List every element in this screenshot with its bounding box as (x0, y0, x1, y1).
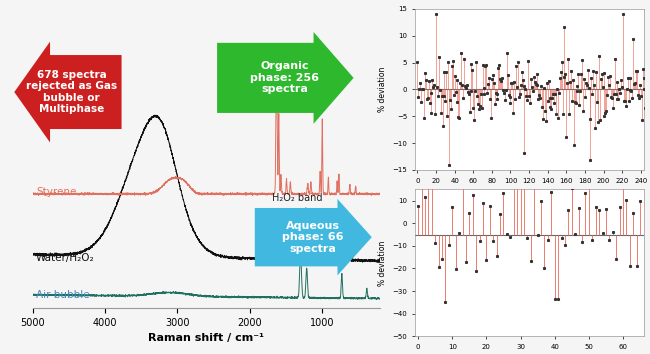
Text: Aqueous
phase: 66
spectra: Aqueous phase: 66 spectra (281, 221, 343, 254)
Text: H₂O₂ band: H₂O₂ band (272, 193, 328, 232)
FancyArrow shape (14, 41, 122, 142)
Text: Air bubble: Air bubble (36, 290, 90, 299)
Y-axis label: % deviation: % deviation (378, 67, 387, 112)
Text: Organic
phase: 256
spectra: Organic phase: 256 spectra (250, 61, 319, 95)
Text: Water/H₂O₂: Water/H₂O₂ (36, 253, 95, 263)
X-axis label: Spectrum number: Spectrum number (495, 189, 564, 198)
Text: 678 spectra
rejected as Gas
bubble or
Multiphase: 678 spectra rejected as Gas bubble or Mu… (26, 70, 117, 114)
Text: Styrene C=C: Styrene C=C (235, 60, 298, 98)
Y-axis label: % deviation: % deviation (378, 240, 387, 286)
Text: Teflon: Teflon (286, 253, 315, 263)
Text: Styrene: Styrene (36, 187, 77, 197)
X-axis label: Raman shift / cm⁻¹: Raman shift / cm⁻¹ (148, 333, 265, 343)
FancyArrow shape (217, 32, 354, 124)
FancyArrow shape (255, 199, 372, 275)
